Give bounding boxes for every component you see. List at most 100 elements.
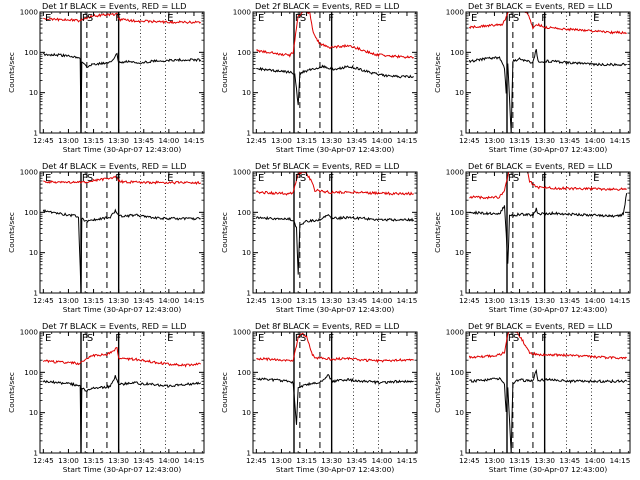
x-tick-label: 13:45 [346, 456, 367, 465]
x-tick-label: 13:45 [346, 136, 367, 145]
y-axis-label: Counts/sec [433, 212, 442, 253]
x-tick-label: 13:45 [346, 296, 367, 305]
region-label: F [508, 173, 514, 184]
x-tick-label: 13:00 [58, 296, 79, 305]
x-axis-label: Start Time (30-Apr-07 12:43:00) [489, 145, 608, 154]
panel-title: Det 7f BLACK = Events, RED = LLD [42, 321, 186, 331]
region-label: E [593, 173, 599, 184]
x-tick-label: 12:45 [246, 296, 267, 305]
x-tick-label: 12:45 [33, 456, 54, 465]
series-events-line [469, 193, 628, 264]
x-tick-label: 14:00 [158, 456, 179, 465]
x-tick-label: 14:15 [184, 296, 205, 305]
region-label: F [328, 173, 334, 184]
x-tick-label: 14:00 [371, 456, 392, 465]
y-tick-label: 10 [29, 408, 39, 417]
y-tick-label: 100 [24, 368, 38, 377]
y-tick-label: 1 [459, 129, 464, 138]
x-tick-label: 13:15 [83, 296, 104, 305]
region-label: E [258, 173, 264, 184]
y-tick-label: 10 [29, 88, 39, 97]
region-label: E [471, 173, 477, 184]
region-label: F [82, 333, 88, 344]
region-label: F [115, 173, 121, 184]
x-tick-label: 13:00 [271, 456, 292, 465]
x-axis-label: Start Time (30-Apr-07 12:43:00) [63, 465, 182, 474]
x-tick-label: 13:15 [83, 456, 104, 465]
x-tick-label: 13:00 [484, 456, 505, 465]
y-tick-label: 100 [450, 48, 464, 57]
region-label: E [258, 13, 264, 24]
y-axis-label: Counts/sec [220, 52, 229, 93]
x-axis-label: Start Time (30-Apr-07 12:43:00) [63, 305, 182, 314]
y-tick-label: 1000 [233, 328, 252, 337]
plot-frame [39, 331, 205, 454]
y-tick-label: 1000 [446, 8, 465, 17]
x-axis-label: Start Time (30-Apr-07 12:43:00) [489, 305, 608, 314]
x-axis-label: Start Time (30-Apr-07 12:43:00) [276, 305, 395, 314]
x-tick-label: 14:15 [610, 456, 631, 465]
x-tick-label: 12:45 [33, 296, 54, 305]
panel-title: Det 4f BLACK = Events, RED = LLD [42, 161, 186, 171]
region-label: F [328, 13, 334, 24]
x-tick-label: 13:00 [58, 136, 79, 145]
y-tick-label: 100 [24, 48, 38, 57]
region-label: F [541, 333, 547, 344]
series-events-line [42, 208, 201, 293]
series-events-line [43, 52, 202, 133]
series-lld-line [43, 12, 202, 25]
series-lld-line [468, 12, 627, 35]
region-label: F [82, 173, 88, 184]
y-tick-label: 100 [237, 368, 251, 377]
y-tick-label: 100 [450, 368, 464, 377]
x-tick-label: 13:00 [484, 136, 505, 145]
x-axis-label: Start Time (30-Apr-07 12:43:00) [489, 465, 608, 474]
x-tick-label: 13:30 [534, 136, 555, 145]
x-tick-label: 13:30 [108, 296, 129, 305]
y-axis-label: Counts/sec [7, 52, 16, 93]
x-tick-label: 13:45 [559, 296, 580, 305]
y-tick-label: 1 [246, 289, 251, 298]
region-label: F [115, 13, 121, 24]
region-label: E [593, 13, 599, 24]
region-label: F [295, 333, 301, 344]
panel-title: Det 8f BLACK = Events, RED = LLD [255, 321, 399, 331]
x-tick-label: 13:30 [108, 456, 129, 465]
x-tick-label: 12:45 [459, 296, 480, 305]
region-label: E [45, 333, 51, 344]
series-lld-line [256, 332, 414, 364]
y-tick-label: 1 [459, 289, 464, 298]
y-tick-label: 10 [455, 408, 465, 417]
panel-title: Det 3f BLACK = Events, RED = LLD [468, 1, 612, 11]
region-label: E [471, 13, 477, 24]
x-tick-label: 13:15 [509, 456, 530, 465]
region-label: F [508, 13, 514, 24]
x-tick-label: 14:15 [397, 296, 418, 305]
y-tick-label: 10 [29, 248, 39, 257]
x-tick-label: 13:45 [559, 456, 580, 465]
x-tick-label: 12:45 [33, 136, 54, 145]
x-tick-label: 13:30 [108, 136, 129, 145]
x-tick-label: 13:00 [271, 296, 292, 305]
y-axis-label: Counts/sec [220, 212, 229, 253]
x-tick-label: 13:15 [509, 136, 530, 145]
x-tick-label: 14:00 [158, 136, 179, 145]
panel-title: Det 2f BLACK = Events, RED = LLD [255, 1, 399, 11]
region-label: S [87, 13, 93, 24]
y-tick-label: 1000 [20, 168, 39, 177]
series-lld-line [256, 12, 415, 59]
x-tick-label: 13:45 [559, 136, 580, 145]
x-tick-label: 14:15 [397, 456, 418, 465]
y-tick-label: 1000 [20, 8, 39, 17]
region-label: E [167, 173, 173, 184]
x-tick-label: 13:15 [83, 136, 104, 145]
plot-frame [39, 171, 205, 294]
series-events-line [256, 373, 414, 425]
x-tick-label: 13:30 [534, 456, 555, 465]
x-tick-label: 14:00 [158, 296, 179, 305]
x-tick-label: 13:00 [484, 296, 505, 305]
